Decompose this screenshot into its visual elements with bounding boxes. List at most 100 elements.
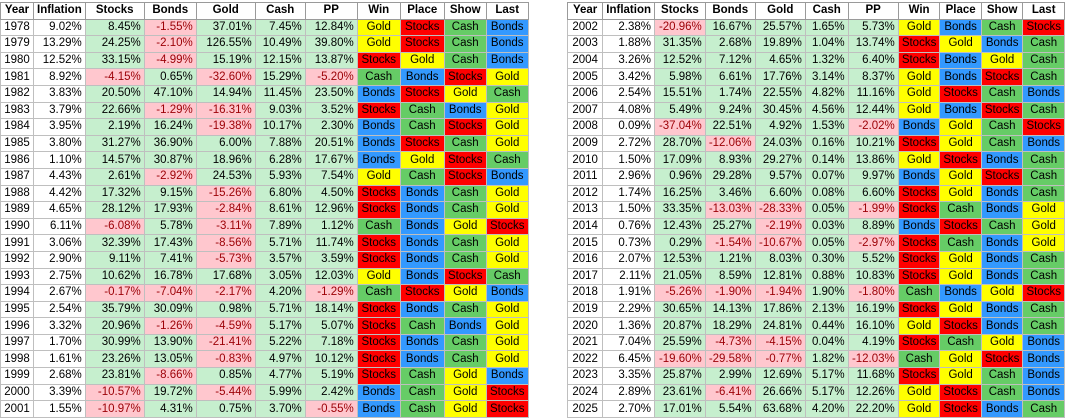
cell-show: Stocks (443, 118, 487, 136)
cell-place: Cash (399, 167, 445, 186)
cell-win: Stocks (897, 134, 941, 153)
cell-cash: 1.65% (804, 18, 849, 37)
cell-gold: 18.96% (195, 151, 256, 169)
cell-stocks: -0.17% (84, 284, 145, 302)
cell-last: Cash (1022, 250, 1065, 269)
cell-stocks: -4.15% (84, 68, 145, 86)
cell-cash: 1.32% (804, 51, 849, 70)
cell-pp: -2.97% (847, 234, 899, 252)
cell-inflation: 2.89% (602, 383, 655, 402)
cell-cash: 1.82% (804, 350, 849, 369)
cell-show: Cash (980, 367, 1024, 385)
cell-inflation: 3.83% (33, 84, 86, 103)
cell-bonds: 18.29% (704, 317, 756, 335)
cell-gold: -15.26% (195, 184, 256, 203)
cell-bonds: 19.72% (143, 383, 197, 402)
cell-gold: 24.03% (754, 134, 806, 153)
cell-stocks: 2.61% (84, 167, 145, 186)
table-row: 2014 0.76% 12.43% 25.27% -2.19% 0.03% 8.89% Bon… (566, 217, 1065, 236)
cell-stocks: 33.35% (654, 201, 706, 219)
cell-place: Stocks (939, 317, 982, 335)
header-stocks: Stocks (84, 2, 145, 20)
cell-last: Stocks (1022, 118, 1065, 136)
cell-pp: 16.10% (847, 317, 899, 335)
cell-pp: 23.50% (304, 84, 358, 103)
cell-stocks: 30.99% (84, 333, 145, 352)
cell-win: Gold (897, 317, 941, 335)
cell-stocks: 0.29% (654, 234, 706, 252)
cell-gold: -21.41% (195, 333, 256, 352)
cell-pp: 16.19% (847, 300, 899, 319)
table-row: 2002 2.38% -20.96% 16.67% 25.57% 1.65% 5.73% Go… (566, 18, 1065, 37)
cell-stocks: 17.09% (654, 151, 706, 169)
header-win: Win (356, 2, 401, 20)
cell-win: Gold (897, 151, 941, 169)
cell-pp: 6.40% (847, 51, 899, 70)
cell-year: 2003 (566, 35, 604, 53)
cell-pp: 2.30% (304, 118, 358, 136)
cell-pp: 4.19% (847, 333, 899, 352)
cell-bonds: 9.24% (704, 101, 756, 120)
cell-place: Gold (939, 184, 982, 203)
cell-inflation: 2.67% (33, 284, 86, 302)
cell-pp: 12.26% (847, 383, 899, 402)
cell-show: Cash (443, 51, 487, 70)
cell-show: Bonds (443, 317, 487, 335)
table-row: 2001 1.55% -10.97% 4.31% 0.75% 3.70% -0.55% Bon… (0, 400, 529, 418)
cell-gold: 22.55% (754, 84, 806, 103)
table-row: 2019 2.29% 30.65% 14.13% 17.86% 2.13% 16.19% St… (566, 300, 1065, 319)
cell-cash: 5.71% (254, 234, 306, 252)
cell-win: Stocks (356, 317, 401, 335)
cell-inflation: 2.11% (602, 267, 655, 286)
cell-pp: 4.50% (304, 184, 358, 203)
cell-show: Bonds (980, 201, 1024, 219)
header-last: Last (485, 2, 529, 20)
cell-win: Cash (356, 68, 401, 86)
cell-last: Cash (1022, 167, 1065, 186)
cell-year: 2013 (566, 201, 604, 219)
cell-bonds: 16.67% (704, 18, 756, 37)
cell-show: Gold (980, 284, 1024, 302)
cell-bonds: 6.61% (704, 68, 756, 86)
cell-win: Bonds (356, 383, 401, 402)
cell-inflation: 2.54% (33, 300, 86, 319)
cell-inflation: 2.90% (33, 250, 86, 269)
cell-last: Gold (485, 250, 529, 269)
cell-last: Gold (1022, 217, 1065, 236)
cell-year: 1990 (0, 217, 34, 236)
cell-last: Gold (485, 134, 529, 153)
cell-gold: 29.27% (754, 151, 806, 169)
header-place: Place (399, 2, 445, 20)
cell-bonds: 22.51% (704, 118, 756, 136)
table-row: 1981 8.92% -4.15% 0.65% -32.60% 15.29% -5.20% C… (0, 68, 529, 86)
cell-bonds: 36.90% (143, 134, 197, 153)
cell-win: Gold (897, 68, 941, 86)
cell-bonds: 7.41% (143, 250, 197, 269)
cell-stocks: 20.50% (84, 84, 145, 103)
cell-gold: 15.19% (195, 51, 256, 70)
cell-pp: 7.18% (304, 333, 358, 352)
cell-year: 2016 (566, 250, 604, 269)
cell-last: Bonds (1022, 134, 1065, 153)
cell-inflation: 1.50% (602, 151, 655, 169)
cell-gold: 30.45% (754, 101, 806, 120)
cell-place: Gold (939, 350, 982, 369)
cell-stocks: 31.35% (654, 35, 706, 53)
cell-pp: 10.12% (304, 350, 358, 369)
cell-place: Stocks (399, 284, 445, 302)
cell-gold: -32.60% (195, 68, 256, 86)
cell-place: Cash (939, 234, 982, 252)
cell-pp: -5.20% (304, 68, 358, 86)
cell-gold: 12.81% (754, 267, 806, 286)
cell-stocks: -20.96% (654, 18, 706, 37)
cell-year: 1993 (0, 267, 34, 286)
header-row: Year Inflation Stocks Bonds Gold Cash PP Win Pla… (566, 2, 1065, 20)
cell-last: Cash (1022, 101, 1065, 120)
cell-win: Cash (356, 217, 401, 236)
cell-place: Bonds (939, 18, 982, 37)
cell-inflation: 3.26% (602, 51, 655, 70)
cell-gold: -2.84% (195, 201, 256, 219)
cell-inflation: 1.36% (602, 317, 655, 335)
cell-gold: 4.65% (754, 51, 806, 70)
cell-win: Bonds (897, 217, 941, 236)
